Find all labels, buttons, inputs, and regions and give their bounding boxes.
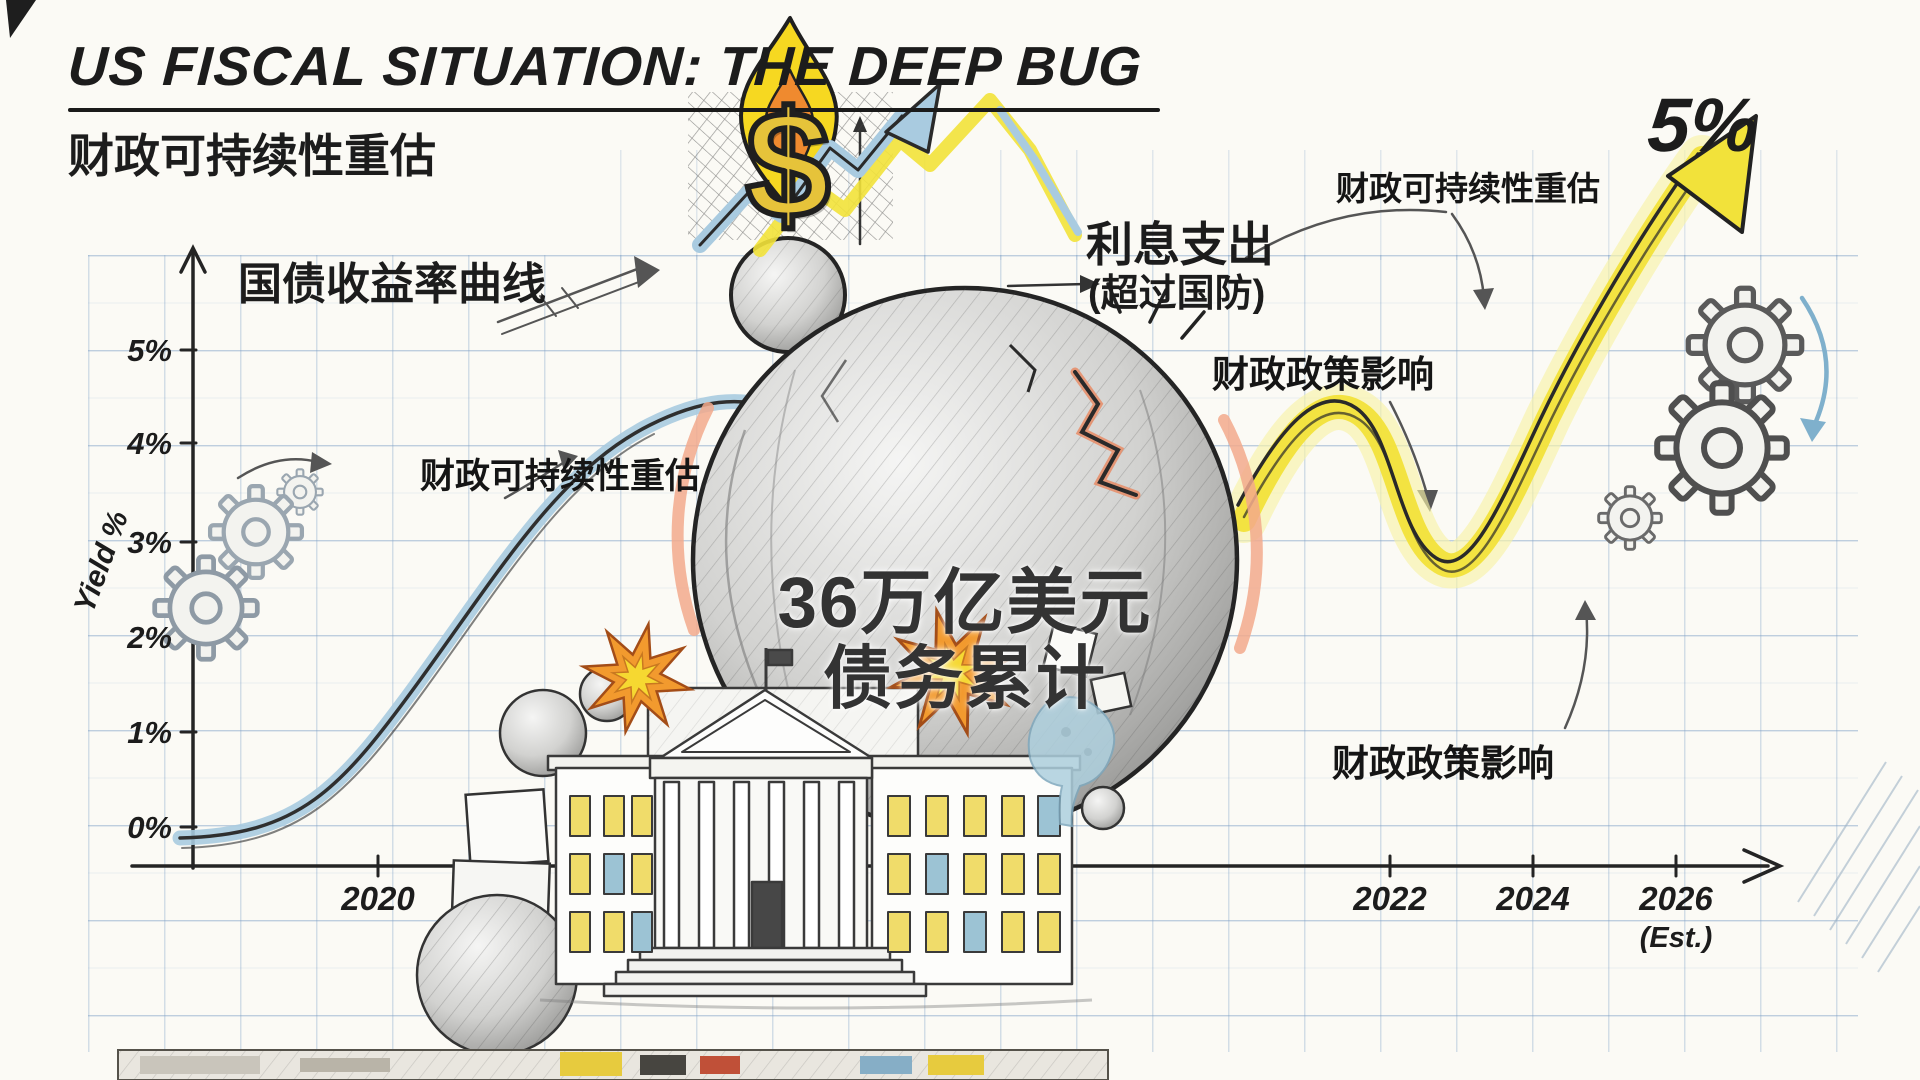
- building-windows: [569, 795, 1061, 953]
- peak-value-label: 5%: [1645, 83, 1761, 168]
- annotation-reassess-left: 财政可持续性重估: [420, 457, 701, 496]
- dollar-icon: $: [743, 77, 834, 253]
- corner-smudge: [6, 0, 36, 38]
- bottom-strip: [117, 1049, 1109, 1080]
- crack: [1073, 370, 1138, 497]
- chart-title: 国债收益率曲线: [238, 260, 546, 309]
- y-tick-4: 4%: [127, 426, 172, 461]
- edge-hatch: [1797, 761, 1920, 973]
- title-underline: [68, 108, 1160, 112]
- y-tick-3: 3%: [127, 525, 172, 560]
- y-tick-5: 5%: [127, 333, 172, 368]
- x-tick-2022: 2022: [1353, 880, 1427, 917]
- treasury-building: [539, 648, 1093, 1010]
- flag-icon: [766, 648, 794, 667]
- y-tick-1: 1%: [127, 715, 172, 750]
- debt-amount-line2: 债务累计: [823, 640, 1107, 717]
- y-tick-0: 0%: [127, 810, 172, 845]
- blue-curve-arrow-right: [1799, 295, 1829, 442]
- blue-zigzag-arrow: [692, 82, 1082, 257]
- debris-left: [415, 665, 636, 1057]
- arrow-up-icon: [1666, 114, 1758, 234]
- x-tick-2026: 2026: [1639, 880, 1713, 917]
- x-tick-2020: 2020: [341, 880, 415, 917]
- debt-amount-line1: 36万亿美元: [777, 564, 1153, 643]
- yield-curve-right-yellow-arrow: [1221, 114, 1758, 589]
- annotation-interest-title: 利息支出: [1086, 218, 1274, 271]
- x-tick-2024: 2024: [1496, 880, 1570, 917]
- impact-sparks: [1106, 282, 1206, 340]
- debris-right: [1027, 621, 1133, 831]
- page-subtitle: 财政可持续性重估: [68, 130, 436, 182]
- annotation-interest-sub: (超过国防): [1088, 273, 1266, 315]
- annotation-reassess-right: 财政可持续性重估: [1336, 170, 1600, 207]
- page-title: US FISCAL SITUATION: THE DEEP BUG: [66, 35, 1144, 97]
- annotation-policy-upper: 财政政策影响: [1212, 354, 1434, 395]
- small-ball-hatch: [731, 238, 845, 352]
- y-tick-2: 2%: [127, 620, 172, 655]
- yield-curve-left: [172, 394, 788, 849]
- paint-splash: [1027, 696, 1116, 828]
- x-note-est: (Est.): [1639, 922, 1713, 954]
- annotation-policy-lower: 财政政策影响: [1332, 743, 1554, 784]
